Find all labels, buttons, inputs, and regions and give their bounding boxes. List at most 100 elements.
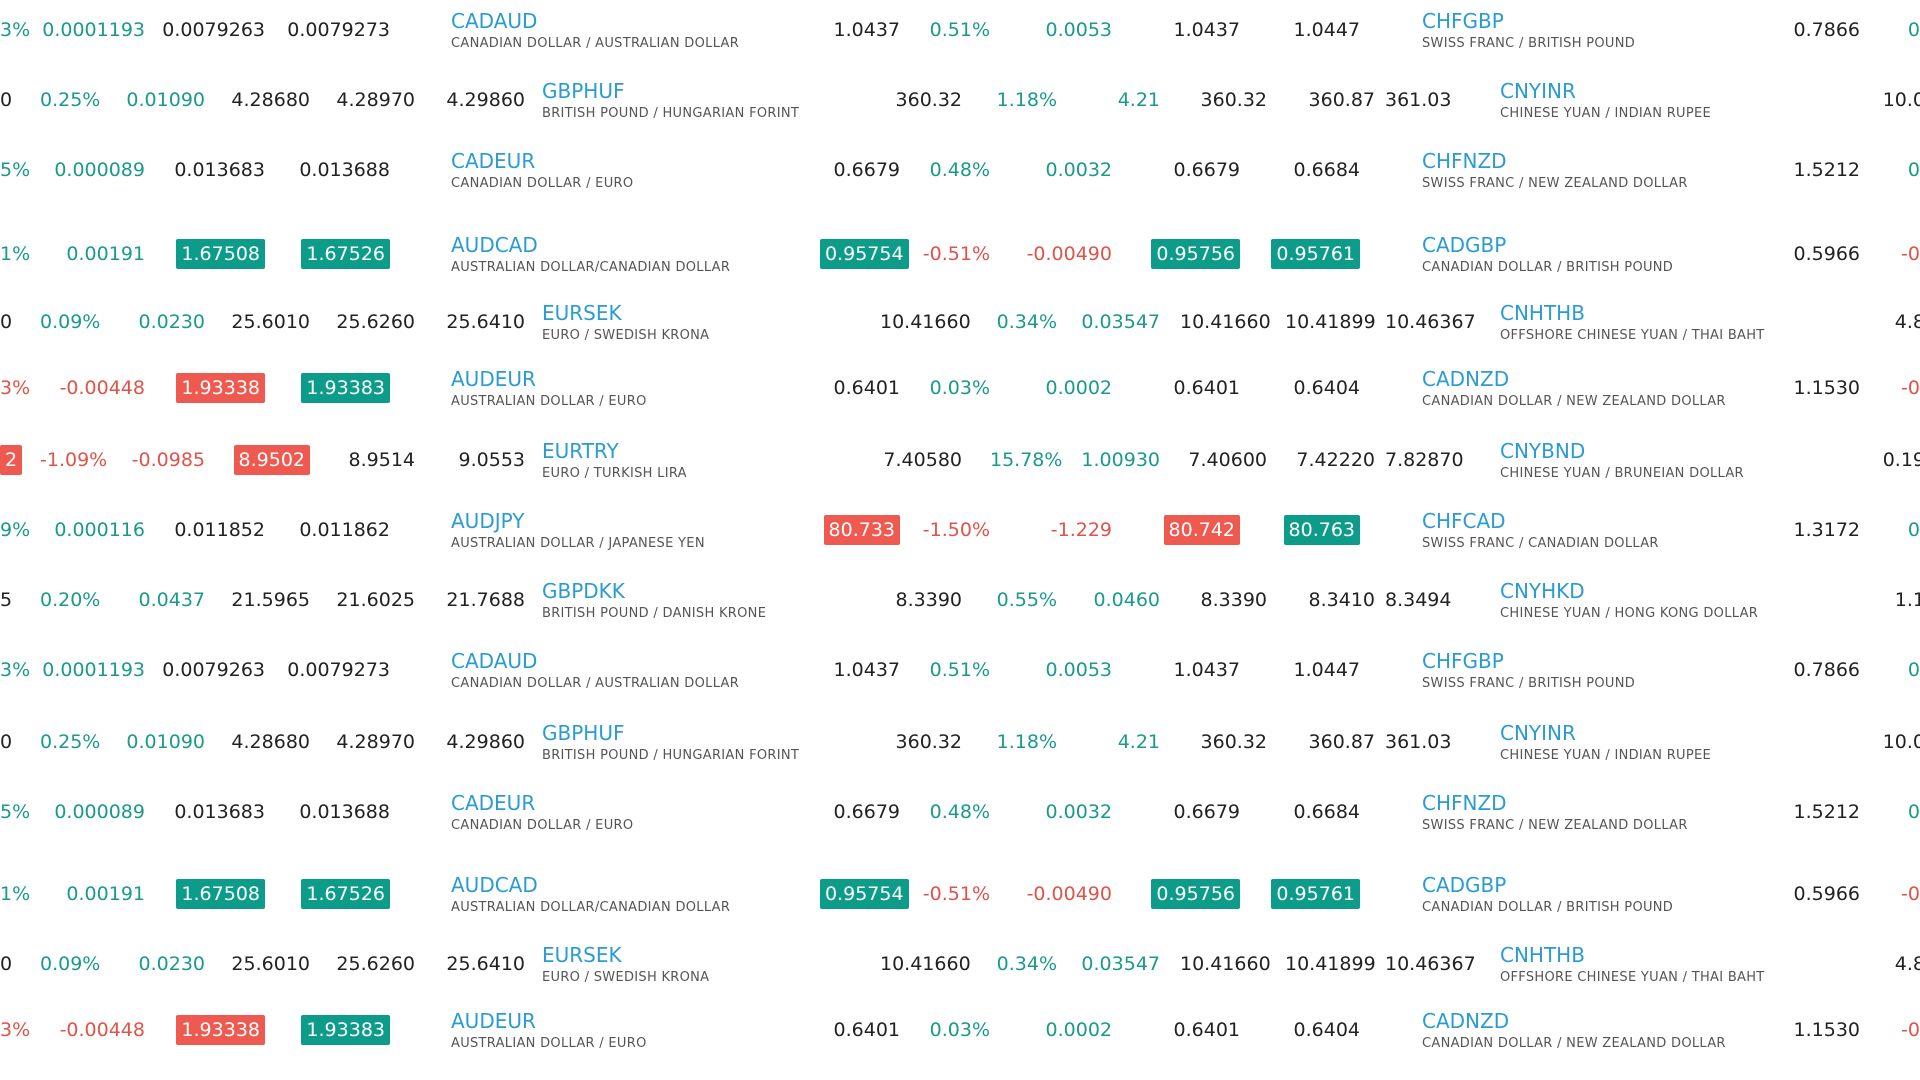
symbol-code[interactable]: CADEUR — [451, 149, 536, 173]
symbol-cell[interactable]: EURTRY EURO / TURKISH LIRA — [542, 438, 687, 481]
symbol-code[interactable]: CADNZD — [1422, 1009, 1510, 1033]
quote-value: 10.41660 — [880, 311, 971, 333]
table-row[interactable]: 5% 0.000089 0.013683 0.013688 0.6679 0.48% 0.0… — [0, 148, 1920, 218]
symbol-code[interactable]: CADNZD — [1422, 367, 1510, 391]
symbol-code[interactable]: AUDEUR — [451, 367, 536, 391]
symbol-code[interactable]: CADGBP — [1422, 873, 1507, 897]
symbol-code[interactable]: EURTRY — [542, 439, 619, 463]
quote-value: -0.0985 — [131, 449, 205, 471]
symbol-code[interactable]: EURSEK — [542, 301, 622, 325]
symbol-code[interactable]: AUDCAD — [451, 233, 538, 257]
table-row[interactable]: 1% 0.00191 1.67508 1.67526 0.95754 -0.51% -0.0… — [0, 872, 1920, 942]
symbol-code[interactable]: AUDCAD — [451, 873, 538, 897]
symbol-code[interactable]: CNYBND — [1500, 439, 1586, 463]
table-row[interactable]: 5% 0.000089 0.013683 0.013688 0.6679 0.48% 0.0… — [0, 790, 1920, 860]
quote-cell: 2 — [0, 438, 23, 482]
symbol-cell[interactable]: CHFCAD SWISS FRANC / CANADIAN DOLLAR — [1422, 508, 1659, 551]
quote-cell: 4.8 — [1880, 942, 1920, 986]
symbol-code[interactable]: GBPDKK — [542, 579, 625, 603]
table-row[interactable]: 0 0.09% 0.0230 25.6010 25.6260 25.6410 10.4166… — [0, 942, 1920, 1012]
symbol-cell[interactable]: CADGBP CANADIAN DOLLAR / BRITISH POUND — [1422, 232, 1673, 275]
symbol-code[interactable]: AUDJPY — [451, 509, 525, 533]
symbol-cell[interactable]: CADEUR CANADIAN DOLLAR / EURO — [451, 790, 633, 833]
symbol-cell[interactable]: CADNZD CANADIAN DOLLAR / NEW ZEALAND DOLL… — [1422, 366, 1726, 409]
symbol-code[interactable]: GBPHUF — [542, 721, 625, 745]
quote-value: 0.0079273 — [287, 19, 390, 41]
quote-value: 0.6679 — [1173, 159, 1240, 181]
symbol-code[interactable]: CNYINR — [1500, 79, 1576, 103]
table-row[interactable]: 2 -1.09% -0.0985 8.9502 8.9514 9.0553 7.40580 1… — [0, 438, 1920, 508]
symbol-cell[interactable]: AUDJPY AUSTRALIAN DOLLAR / JAPANESE YEN — [451, 508, 705, 551]
symbol-code[interactable]: CADAUD — [451, 9, 538, 33]
quote-value: 1.0437 — [1173, 659, 1240, 681]
symbol-code[interactable]: CHFGBP — [1422, 649, 1504, 673]
symbol-cell[interactable]: CADGBP CANADIAN DOLLAR / BRITISH POUND — [1422, 872, 1673, 915]
symbol-cell[interactable]: CADAUD CANADIAN DOLLAR / AUSTRALIAN DOLLA… — [451, 8, 739, 51]
quote-cell: 0.0001193 — [40, 648, 145, 692]
symbol-cell[interactable]: CNYBND CHINESE YUAN / BRUNEIAN DOLLAR — [1500, 438, 1744, 481]
table-row[interactable]: 0 0.25% 0.01090 4.28680 4.28970 4.29860 360.32… — [0, 78, 1920, 148]
quote-cell: 0.00191 — [40, 872, 145, 916]
symbol-code[interactable]: AUDEUR — [451, 1009, 536, 1033]
quote-cell: 3% — [0, 1008, 30, 1052]
symbol-cell[interactable]: CHFGBP SWISS FRANC / BRITISH POUND — [1422, 648, 1635, 691]
table-row[interactable]: 0 0.09% 0.0230 25.6010 25.6260 25.6410 10.4166… — [0, 300, 1920, 370]
quote-value: 2 — [0, 445, 23, 475]
table-row[interactable]: 3% 0.0001193 0.0079263 0.0079273 1.0437 0.51%… — [0, 648, 1920, 718]
symbol-cell[interactable]: EURSEK EURO / SWEDISH KRONA — [542, 300, 709, 343]
symbol-code[interactable]: CADGBP — [1422, 233, 1507, 257]
symbol-cell[interactable]: AUDEUR AUSTRALIAN DOLLAR / EURO — [451, 1008, 647, 1051]
quote-cell: 1% — [0, 872, 30, 916]
table-row[interactable]: 3% -0.00448 1.93338 1.93383 0.6401 0.03% 0.000… — [0, 1008, 1920, 1078]
symbol-code[interactable]: CADEUR — [451, 791, 536, 815]
quote-cell: 1.93338 — [160, 366, 265, 410]
quote-value: 0.01090 — [126, 89, 205, 111]
table-row[interactable]: 3% 0.0001193 0.0079263 0.0079273 1.0437 0.51%… — [0, 8, 1920, 78]
symbol-cell[interactable]: CNHTHB OFFSHORE CHINESE YUAN / THAI BAHT — [1500, 300, 1765, 343]
symbol-cell[interactable]: CHFGBP SWISS FRANC / BRITISH POUND — [1422, 8, 1635, 51]
symbol-code[interactable]: CNYINR — [1500, 721, 1576, 745]
symbol-cell[interactable]: AUDCAD AUSTRALIAN DOLLAR/CANADIAN DOLLAR — [451, 232, 730, 275]
symbol-cell[interactable]: GBPHUF BRITISH POUND / HUNGARIAN FORINT — [542, 78, 799, 121]
symbol-cell[interactable]: AUDCAD AUSTRALIAN DOLLAR/CANADIAN DOLLAR — [451, 872, 730, 915]
symbol-cell[interactable]: CNHTHB OFFSHORE CHINESE YUAN / THAI BAHT — [1500, 942, 1765, 985]
symbol-cell[interactable]: GBPDKK BRITISH POUND / DANISH KRONE — [542, 578, 766, 621]
symbol-cell[interactable]: CADEUR CANADIAN DOLLAR / EURO — [451, 148, 633, 191]
table-row[interactable]: 0 0.25% 0.01090 4.28680 4.28970 4.29860 360.32… — [0, 720, 1920, 790]
symbol-code[interactable]: CNHTHB — [1500, 943, 1585, 967]
table-row[interactable]: 1% 0.00191 1.67508 1.67526 0.95754 -0.51% -0.0… — [0, 232, 1920, 302]
symbol-cell[interactable]: GBPHUF BRITISH POUND / HUNGARIAN FORINT — [542, 720, 799, 763]
quote-value: 1.0447 — [1293, 19, 1360, 41]
symbol-cell[interactable]: CNYINR CHINESE YUAN / INDIAN RUPEE — [1500, 78, 1711, 121]
symbol-code[interactable]: GBPHUF — [542, 79, 625, 103]
symbol-cell[interactable]: CHFNZD SWISS FRANC / NEW ZEALAND DOLLAR — [1422, 148, 1688, 191]
symbol-code[interactable]: CHFNZD — [1422, 149, 1507, 173]
quote-value: 9.0553 — [458, 449, 525, 471]
symbol-cell[interactable]: CNYINR CHINESE YUAN / INDIAN RUPEE — [1500, 720, 1711, 763]
symbol-code[interactable]: CHFGBP — [1422, 9, 1504, 33]
quote-cell: 0 — [1895, 790, 1920, 834]
symbol-code[interactable]: CADAUD — [451, 649, 538, 673]
symbol-code[interactable]: CHFNZD — [1422, 791, 1507, 815]
quote-cell: 0.34% — [990, 942, 1057, 986]
table-row[interactable]: 9% 0.000116 0.011852 0.011862 80.733 -1.50% -1… — [0, 508, 1920, 578]
symbol-cell[interactable]: CADAUD CANADIAN DOLLAR / AUSTRALIAN DOLLA… — [451, 648, 739, 691]
symbol-code[interactable]: CNHTHB — [1500, 301, 1585, 325]
symbol-code[interactable]: CHFCAD — [1422, 509, 1506, 533]
symbol-cell[interactable]: CNYHKD CHINESE YUAN / HONG KONG DOLLAR — [1500, 578, 1758, 621]
quote-value: 0.6404 — [1293, 377, 1360, 399]
quote-value: 7.42220 — [1296, 449, 1375, 471]
symbol-cell[interactable]: CHFNZD SWISS FRANC / NEW ZEALAND DOLLAR — [1422, 790, 1688, 833]
symbol-cell[interactable]: EURSEK EURO / SWEDISH KRONA — [542, 942, 709, 985]
quote-cell: 0.011862 — [270, 508, 390, 552]
table-row[interactable]: 3% -0.00448 1.93338 1.93383 0.6401 0.03% 0.000… — [0, 366, 1920, 436]
table-row[interactable]: 5 0.20% 0.0437 21.5965 21.6025 21.7688 8.3390 0… — [0, 578, 1920, 648]
quote-cell: -0.51% — [920, 872, 990, 916]
symbol-code[interactable]: CNYHKD — [1500, 579, 1585, 603]
quote-cell: 0.0032 — [1020, 148, 1112, 192]
symbol-cell[interactable]: AUDEUR AUSTRALIAN DOLLAR / EURO — [451, 366, 647, 409]
quote-value: 0.34% — [996, 311, 1057, 333]
symbol-code[interactable]: EURSEK — [542, 943, 622, 967]
quote-value: 8.3390 — [895, 589, 962, 611]
symbol-cell[interactable]: CADNZD CANADIAN DOLLAR / NEW ZEALAND DOLL… — [1422, 1008, 1726, 1051]
